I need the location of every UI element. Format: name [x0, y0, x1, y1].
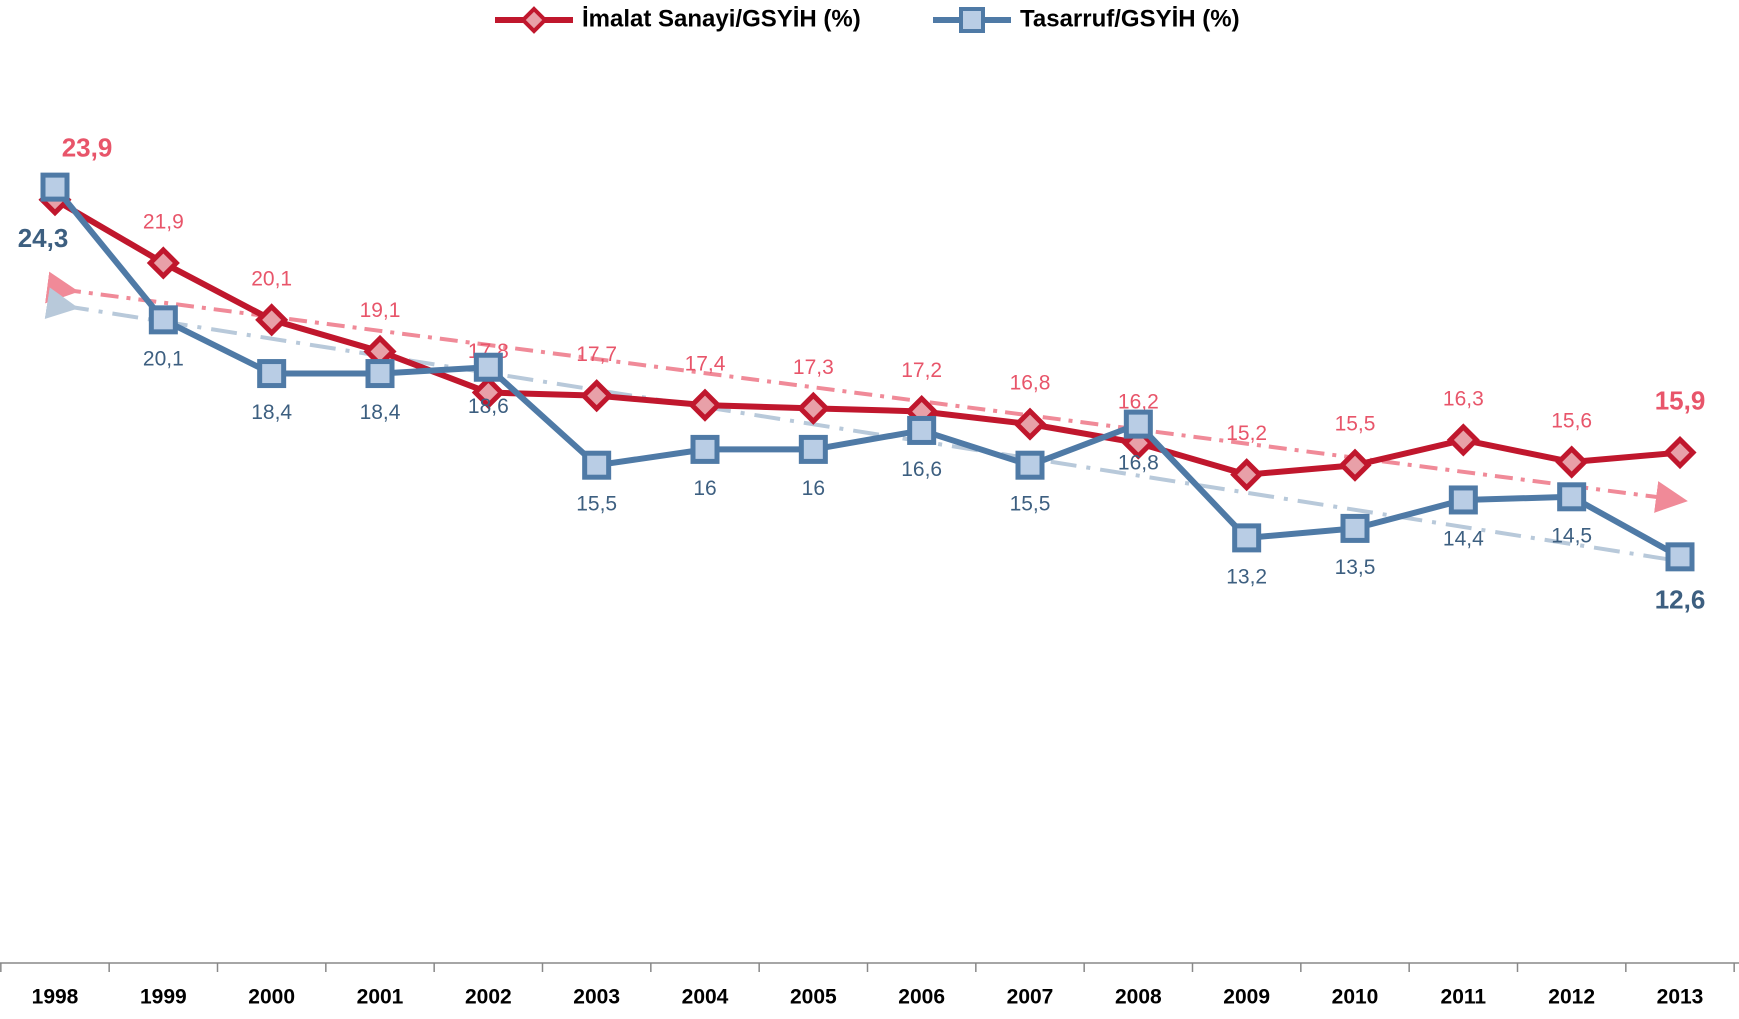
data-label: 23,9	[62, 133, 113, 163]
x-tick-label: 2008	[1115, 986, 1162, 1009]
data-label: 17,7	[576, 343, 617, 366]
marker	[365, 359, 395, 389]
x-tick-label: 2004	[682, 986, 729, 1009]
marker	[1338, 448, 1372, 482]
data-label: 15,2	[1226, 422, 1267, 445]
marker	[146, 246, 180, 280]
data-label: 15,5	[576, 493, 617, 516]
data-label: 21,9	[143, 211, 184, 234]
trendline	[45, 271, 1688, 513]
marker	[1123, 409, 1153, 439]
data-label: 17,2	[901, 359, 942, 382]
data-label: 18,4	[251, 401, 292, 424]
data-label: 19,1	[360, 299, 401, 322]
data-label: 24,3	[18, 223, 69, 253]
x-tick-label: 2003	[573, 986, 620, 1009]
marker	[1232, 523, 1262, 553]
legend-label: İmalat Sanayi/GSYİH (%)	[582, 5, 861, 32]
marker	[255, 303, 289, 337]
marker	[257, 359, 287, 389]
x-tick-label: 2011	[1441, 986, 1487, 1009]
marker	[1557, 482, 1587, 512]
marker	[1663, 436, 1697, 470]
legend-marker	[959, 7, 985, 33]
marker	[1555, 445, 1589, 479]
marker	[471, 375, 505, 410]
data-label: 13,5	[1335, 556, 1376, 579]
marker	[1230, 458, 1264, 492]
marker	[1665, 542, 1695, 572]
trendline	[44, 287, 1673, 562]
x-tick-label: 2006	[898, 986, 945, 1009]
marker	[580, 379, 614, 413]
data-label: 15,9	[1655, 385, 1706, 415]
x-tick-label: 2007	[1007, 986, 1054, 1009]
data-label: 15,5	[1010, 493, 1051, 516]
x-tick-label: 2005	[790, 986, 837, 1009]
data-label: 16	[802, 477, 825, 500]
x-tick-label: 2013	[1657, 986, 1704, 1009]
x-tick-label: 2012	[1548, 986, 1595, 1009]
data-label: 13,2	[1226, 565, 1267, 588]
legend-label: Tasarruf/GSYİH (%)	[1020, 5, 1240, 32]
data-label: 16,3	[1443, 387, 1484, 410]
marker	[1446, 423, 1480, 457]
data-label: 16,6	[901, 458, 942, 481]
marker	[798, 434, 828, 464]
series-line	[52, 185, 1682, 560]
data-label: 12,6	[1655, 585, 1706, 615]
data-label: 17,4	[685, 353, 726, 376]
data-label: 18,6	[468, 395, 509, 418]
series-line	[53, 197, 1681, 478]
marker	[1013, 407, 1047, 441]
marker	[148, 305, 178, 335]
legend-marker	[520, 6, 548, 34]
x-tick-label: 1999	[140, 986, 187, 1009]
x-tick-label: 2009	[1223, 986, 1270, 1009]
data-label: 16,2	[1118, 391, 1159, 414]
marker	[1448, 485, 1478, 515]
data-label: 16,8	[1118, 452, 1159, 475]
marker	[40, 172, 70, 202]
marker	[688, 388, 722, 422]
x-tick-label: 2001	[357, 986, 404, 1009]
data-label: 17,3	[793, 356, 834, 379]
x-tick-label: 1998	[32, 986, 79, 1009]
data-label: 16,8	[1010, 372, 1051, 395]
data-label: 20,1	[143, 347, 184, 370]
data-label: 16	[693, 477, 716, 500]
data-label: 15,5	[1335, 413, 1376, 436]
marker	[690, 434, 720, 464]
data-label: 18,4	[360, 401, 401, 424]
data-label: 20,1	[251, 267, 292, 290]
marker	[1340, 513, 1370, 543]
data-label: 14,4	[1443, 528, 1484, 551]
marker	[1015, 450, 1045, 480]
marker	[796, 391, 830, 425]
x-tick-label: 2010	[1332, 986, 1379, 1009]
x-tick-label: 2000	[248, 986, 295, 1009]
marker	[582, 450, 612, 480]
x-tick-label: 2002	[465, 986, 512, 1009]
data-label: 14,5	[1551, 524, 1592, 547]
marker	[907, 415, 937, 445]
data-label: 15,6	[1551, 410, 1592, 433]
marker	[473, 352, 503, 382]
